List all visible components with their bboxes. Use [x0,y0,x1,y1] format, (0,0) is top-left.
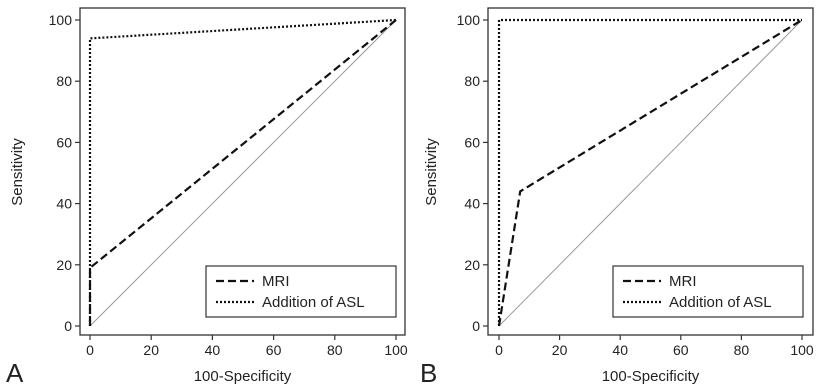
panel-b-label: B [420,358,437,386]
panel-b-y-tick-label-80: 80 [464,73,480,89]
panel-a-legend: MRI Addition of ASL [205,265,397,318]
panel-a-series-mri-line [88,19,397,326]
panel-b-x-tick-label-0: 0 [495,342,503,358]
panel-a-y-tick-label-40: 40 [56,196,72,212]
panel-b-y-axis-title: Sensitivity [423,138,440,206]
panel-a-y-tick-label-20: 20 [56,257,72,273]
panel-b-x-tick-label-80: 80 [734,342,750,358]
panel-b-x-tick-label-100: 100 [790,342,814,358]
panel-b-y-tick-label-20: 20 [464,257,480,273]
panel-b-x-tick-label-20: 20 [552,342,568,358]
panel-a-x-tick-label-0: 0 [86,342,94,358]
panel-a-y-tick-label-60: 60 [56,134,72,150]
panel-a-y-axis-title: Sensitivity [9,138,26,206]
panel-b-y-tick-label-40: 40 [464,196,480,212]
panel-b-legend-label-mri: MRI [669,273,697,290]
panel-a-x-tick-label-100: 100 [384,342,408,358]
panel-a-x-tick-label-40: 40 [205,342,221,358]
panel-b-series-asl-line [497,18,802,326]
panel-a-legend-box [205,265,397,318]
panel-a: 0 20 40 60 80 100 0 20 40 60 80 100 100-Specificity S… [6,7,408,386]
panel-b-plot-frame [487,7,814,336]
panel-a-legend-label-asl: Addition of ASL [262,294,365,311]
panel-b-legend: MRI Addition of ASL [612,265,804,318]
panel-b-x-tick-label-60: 60 [673,342,689,358]
panel-b-series-mri-line [497,19,803,327]
panel-b: 0 20 40 60 80 100 0 20 40 60 80 100 100-Specificity S… [420,7,814,386]
panel-b-x-tick-label-40: 40 [612,342,628,358]
panel-b-y-tick-label-100: 100 [457,12,481,28]
panel-b-x-axis-title: 100-Specificity [602,368,700,385]
panel-b-legend-box [612,265,804,318]
panel-b-reference-diagonal [498,19,803,327]
panel-a-legend-label-mri: MRI [262,273,290,290]
panel-a-y-tick-label-80: 80 [56,73,72,89]
panel-a-reference-diagonal [89,19,397,327]
panel-a-x-tick-label-20: 20 [143,342,159,358]
panel-b-legend-label-asl: Addition of ASL [669,294,772,311]
panel-a-label: A [6,358,24,386]
panel-a-y-tick-label-0: 0 [64,318,72,334]
panel-a-y-tick-label-100: 100 [49,12,73,28]
panel-a-x-tick-label-80: 80 [327,342,343,358]
panel-a-x-tick-label-60: 60 [266,342,282,358]
panel-b-y-tick-label-60: 60 [464,134,480,150]
panel-a-x-axis-title: 100-Specificity [194,368,292,385]
panel-b-y-tick-label-0: 0 [472,318,480,334]
panel-a-plot-frame [79,7,406,336]
